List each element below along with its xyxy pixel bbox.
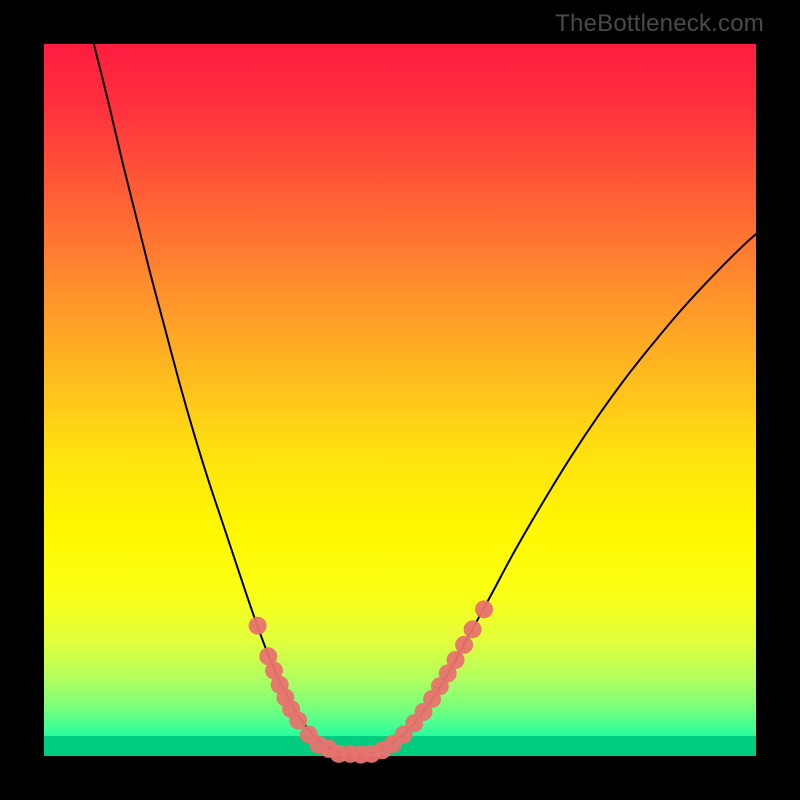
marker-point	[289, 711, 307, 729]
gradient-background	[44, 44, 756, 756]
marker-point	[249, 617, 267, 635]
marker-point	[475, 600, 493, 618]
chart-stage: TheBottleneck.com	[0, 0, 800, 800]
bottleneck-curve-chart	[0, 0, 800, 800]
marker-point	[464, 620, 482, 638]
marker-point	[455, 636, 473, 654]
